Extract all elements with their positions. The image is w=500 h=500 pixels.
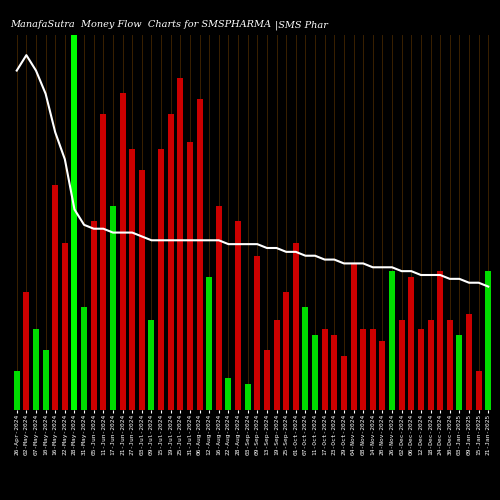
Bar bbox=[129, 148, 135, 410]
Bar bbox=[178, 78, 184, 410]
Bar bbox=[81, 307, 87, 410]
Bar bbox=[254, 256, 260, 410]
Bar bbox=[62, 243, 68, 410]
Bar bbox=[148, 320, 154, 410]
Bar bbox=[90, 222, 96, 410]
Bar bbox=[264, 350, 270, 410]
Bar bbox=[456, 335, 462, 410]
Bar bbox=[341, 356, 347, 410]
Bar bbox=[389, 270, 395, 410]
Bar bbox=[332, 335, 338, 410]
Bar bbox=[447, 320, 453, 410]
Bar bbox=[216, 206, 222, 410]
Bar bbox=[476, 372, 482, 410]
Bar bbox=[72, 28, 78, 410]
Bar bbox=[100, 114, 106, 410]
Bar bbox=[322, 328, 328, 410]
Bar bbox=[139, 170, 145, 410]
Bar bbox=[437, 270, 443, 410]
Bar bbox=[226, 378, 232, 410]
Bar bbox=[110, 206, 116, 410]
Bar bbox=[120, 93, 126, 410]
Bar bbox=[312, 335, 318, 410]
Bar bbox=[24, 292, 30, 410]
Bar bbox=[350, 264, 356, 410]
Bar bbox=[283, 292, 289, 410]
Bar bbox=[360, 328, 366, 410]
Bar bbox=[206, 277, 212, 410]
Bar bbox=[408, 277, 414, 410]
Bar bbox=[380, 342, 386, 410]
Bar bbox=[370, 328, 376, 410]
Bar bbox=[33, 328, 39, 410]
Bar bbox=[42, 350, 48, 410]
Bar bbox=[244, 384, 250, 410]
Bar bbox=[52, 185, 58, 410]
Bar bbox=[235, 222, 241, 410]
Bar bbox=[196, 100, 202, 410]
Bar bbox=[302, 307, 308, 410]
Bar bbox=[274, 320, 280, 410]
Bar bbox=[168, 114, 173, 410]
Text: |SMS Phar: |SMS Phar bbox=[275, 20, 328, 30]
Bar bbox=[428, 320, 434, 410]
Bar bbox=[486, 270, 491, 410]
Bar bbox=[418, 328, 424, 410]
Bar bbox=[293, 243, 299, 410]
Bar bbox=[398, 320, 404, 410]
Bar bbox=[466, 314, 472, 410]
Bar bbox=[158, 148, 164, 410]
Text: ManafaSutra  Money Flow  Charts for SMSPHARMA: ManafaSutra Money Flow Charts for SMSPHA… bbox=[10, 20, 271, 29]
Bar bbox=[14, 372, 20, 410]
Bar bbox=[187, 142, 193, 410]
